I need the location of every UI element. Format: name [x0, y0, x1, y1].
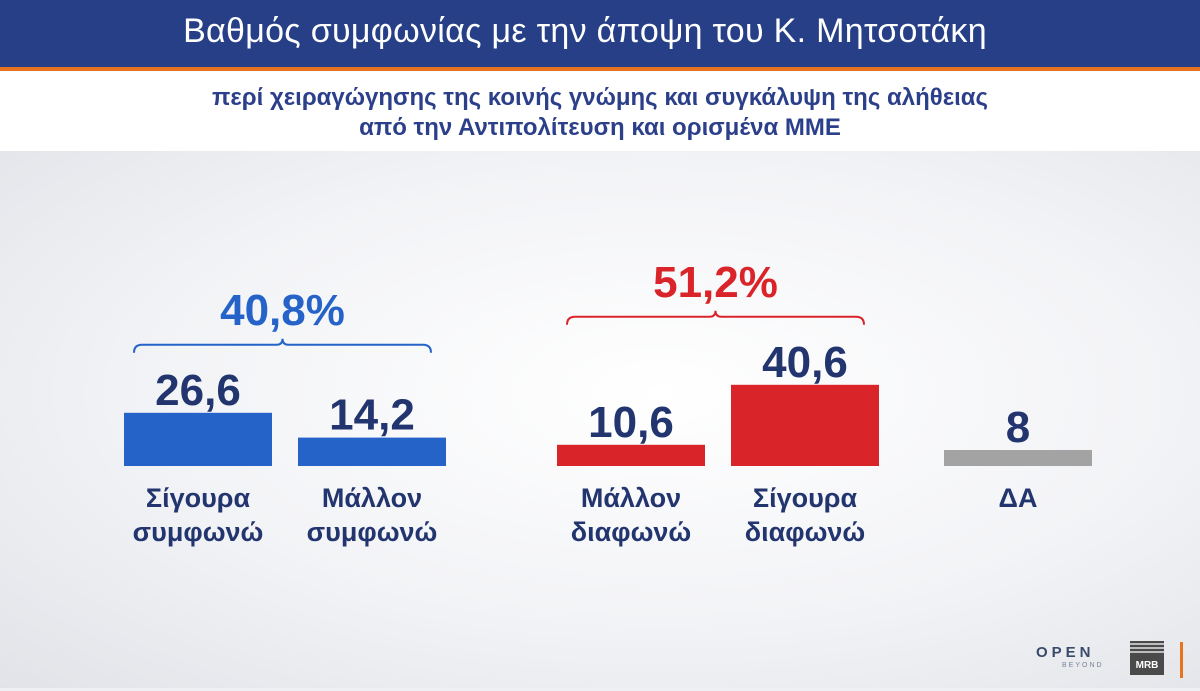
bar [944, 450, 1092, 466]
bar [557, 444, 705, 466]
bar-chart: 26,6 Σίγουρα συμφωνώ 14,2 Μάλλον συμφωνώ 10,6 Μ… [124, 258, 1092, 547]
category-label: Σίγουρα [753, 483, 858, 513]
bar [298, 437, 446, 466]
chart-title: Βαθμός συμφωνίας με την άποψη του Κ. Μητ… [183, 12, 987, 50]
plot-area: 26,6 Σίγουρα συμφωνώ 14,2 Μάλλον συμφωνώ 10,6 Μ… [0, 151, 1200, 688]
category-label: διαφωνώ [571, 517, 691, 547]
title-bar: Βαθμός συμφωνίας με την άποψη του Κ. Μητ… [0, 0, 1200, 71]
chart-subtitle-line-1: περί χειραγώγησης της κοινής γνώμης και … [212, 84, 988, 111]
data-label: 10,6 [588, 398, 674, 447]
group-bracket [133, 338, 432, 353]
category-label: συμφωνώ [307, 517, 438, 547]
data-label: 26,6 [155, 366, 241, 415]
category-label: Σίγουρα [146, 483, 251, 513]
group-bracket [566, 310, 865, 325]
category-label: Μάλλον [322, 483, 422, 513]
open-logo: OPEN [1036, 644, 1095, 661]
bar [731, 384, 879, 466]
bar [124, 412, 272, 466]
open-logo-tagline: BEYOND [1062, 662, 1104, 669]
logo-divider [1180, 642, 1183, 678]
category-label: ΔΑ [999, 483, 1038, 513]
data-label: 14,2 [329, 391, 415, 440]
category-label: Μάλλον [581, 483, 681, 513]
data-label: 40,6 [762, 338, 848, 387]
category-label: διαφωνώ [745, 517, 865, 547]
mrb-logo: MRB [1130, 641, 1164, 675]
category-label: συμφωνώ [133, 517, 264, 547]
group-total-label: 51,2% [653, 258, 778, 307]
group-total-label: 40,8% [220, 286, 345, 335]
subtitle-panel: περί χειραγώγησης της κοινής γνώμης και … [0, 71, 1200, 151]
data-label: 8 [1006, 403, 1030, 452]
chart-subtitle-line-2: από την Αντιπολίτευση και ορισμένα ΜΜΕ [359, 114, 841, 141]
